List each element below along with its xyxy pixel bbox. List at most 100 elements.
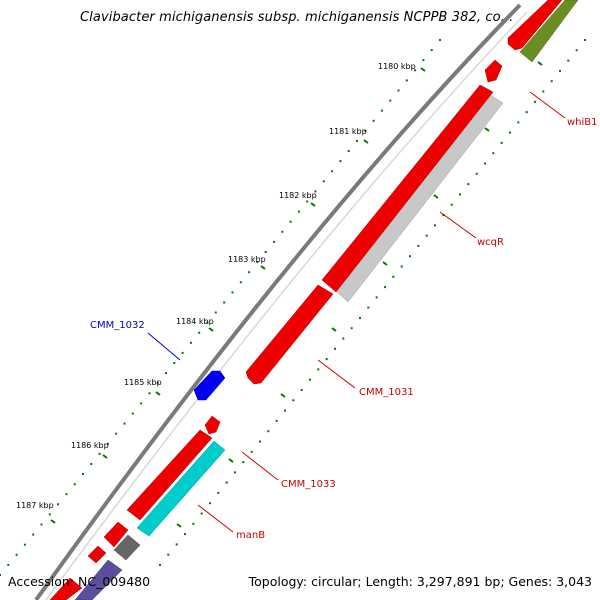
gene-label-CMM_1032: CMM_1032 bbox=[90, 320, 145, 331]
scale-dot-inner bbox=[517, 121, 520, 124]
scale-dot-inner bbox=[534, 100, 536, 103]
scale-label-1180: 1180 kbp bbox=[378, 62, 416, 71]
scale-dot-outer bbox=[82, 473, 84, 476]
scale-dot-outer bbox=[165, 372, 167, 375]
scale-dot-inner bbox=[317, 368, 320, 371]
dotted-scale-lines bbox=[0, 39, 586, 576]
scale-dot-outer bbox=[173, 362, 176, 364]
scale-dot-outer bbox=[48, 513, 51, 516]
scale-tick-inner bbox=[484, 127, 490, 132]
scale-dot-outer bbox=[331, 170, 334, 173]
gene-feature-purple bbox=[74, 559, 123, 600]
scale-dot-inner bbox=[459, 193, 461, 196]
genome-backbone bbox=[34, 3, 522, 600]
leader-manB bbox=[197, 504, 234, 533]
scale-dot-inner bbox=[367, 306, 370, 309]
scale-tick-inner bbox=[228, 458, 234, 463]
scale-dot-outer bbox=[65, 493, 68, 496]
scale-dot-outer bbox=[430, 49, 433, 52]
scale-dot-outer bbox=[90, 463, 93, 465]
scale-ticks bbox=[50, 61, 543, 528]
scale-tick-outer bbox=[208, 327, 214, 332]
scale-dot-outer bbox=[372, 119, 375, 122]
scale-dot-outer bbox=[140, 402, 143, 405]
scale-label-1185: 1185 kbp bbox=[124, 378, 162, 387]
scale-dot-inner bbox=[167, 553, 170, 556]
scale-label-1186: 1186 kbp bbox=[71, 441, 109, 450]
scale-dot-outer bbox=[106, 442, 109, 445]
scale-dot-inner bbox=[200, 512, 203, 515]
scale-dot-outer bbox=[115, 432, 118, 435]
scale-dot-outer bbox=[289, 220, 292, 223]
scale-dot-inner bbox=[325, 358, 328, 361]
scale-dot-outer bbox=[223, 301, 226, 304]
scale-dot-outer bbox=[189, 341, 192, 344]
leader-CMM_1033 bbox=[241, 451, 279, 481]
scale-dot-outer bbox=[397, 89, 400, 92]
scale-tick-inner bbox=[331, 327, 337, 332]
scale-dot-inner bbox=[492, 152, 495, 155]
scale-dot-outer bbox=[23, 543, 26, 546]
scale-dot-inner bbox=[192, 522, 195, 525]
gene-feature-olive bbox=[519, 0, 579, 63]
scale-tick-outer bbox=[420, 67, 426, 72]
leader-CMM_1032 bbox=[147, 332, 181, 361]
scale-dot-outer bbox=[347, 150, 350, 152]
leader-wcqR bbox=[439, 211, 477, 239]
scale-dot-inner bbox=[484, 162, 486, 165]
scale-dot-outer bbox=[380, 109, 383, 112]
scale-dot-outer bbox=[364, 129, 367, 132]
scale-dot-outer bbox=[339, 160, 342, 163]
scale-dot-inner bbox=[542, 90, 545, 93]
scale-dot-inner bbox=[242, 461, 245, 464]
scale-dot-outer bbox=[198, 331, 201, 334]
scale-dot-inner bbox=[284, 409, 286, 412]
scale-dot-outer bbox=[206, 321, 209, 324]
scale-dot-outer bbox=[57, 503, 60, 506]
gene-feature-CMM_1032 bbox=[193, 370, 226, 401]
accession-label: Accession: NC_009480 bbox=[8, 574, 151, 589]
scale-dot-inner bbox=[300, 389, 303, 391]
scale-dot-inner bbox=[450, 203, 453, 206]
scale-label-1184: 1184 kbp bbox=[176, 317, 214, 326]
scale-dot-inner bbox=[417, 244, 420, 247]
scale-dot-inner bbox=[575, 49, 578, 52]
scale-dot-inner bbox=[467, 183, 470, 186]
scale-dot-outer bbox=[131, 412, 134, 415]
scale-tick-outer bbox=[50, 519, 56, 524]
scale-dot-outer bbox=[414, 69, 417, 72]
gene-label-whiB1: whiB1 bbox=[567, 117, 598, 128]
scale-label-1182: 1182 kbp bbox=[279, 191, 317, 200]
gene-label-wcqR: wcqR bbox=[477, 237, 504, 248]
scale-dot-outer bbox=[248, 271, 251, 274]
scale-dot-inner bbox=[175, 543, 178, 546]
scale-dot-outer bbox=[0, 574, 1, 576]
scale-dot-outer bbox=[322, 180, 325, 183]
scale-dot-inner bbox=[267, 430, 270, 433]
scale-dot-inner bbox=[350, 327, 353, 330]
scale-tick-inner bbox=[537, 61, 543, 66]
scale-dot-outer bbox=[73, 483, 76, 486]
genome-summary: Topology: circular; Length: 3,297,891 bp… bbox=[248, 574, 592, 589]
gene-label-CMM_1033: CMM_1033 bbox=[281, 479, 336, 490]
gene-feature-whiB1 bbox=[484, 59, 503, 83]
scale-dot-outer bbox=[439, 39, 441, 41]
scale-dot-outer bbox=[239, 281, 242, 284]
scale-dot-inner bbox=[259, 440, 261, 443]
scale-dot-inner bbox=[225, 481, 228, 484]
scale-tick-outer bbox=[155, 391, 161, 396]
scale-dot-inner bbox=[384, 286, 386, 289]
scale-dot-inner bbox=[359, 316, 361, 319]
genome-backbone-inner bbox=[45, 11, 528, 600]
scale-dot-inner bbox=[292, 399, 295, 402]
scale-dot-outer bbox=[256, 261, 259, 264]
scale-dot-inner bbox=[550, 80, 553, 83]
scale-dot-outer bbox=[314, 190, 317, 193]
gene-feature-CMM_1033 bbox=[204, 415, 221, 435]
scale-tick-outer bbox=[310, 202, 316, 207]
scale-dot-inner bbox=[559, 69, 561, 72]
scale-dot-outer bbox=[7, 563, 10, 566]
gene-label-CMM_1031: CMM_1031 bbox=[359, 387, 414, 398]
gene-feature-red-upper bbox=[321, 84, 494, 293]
